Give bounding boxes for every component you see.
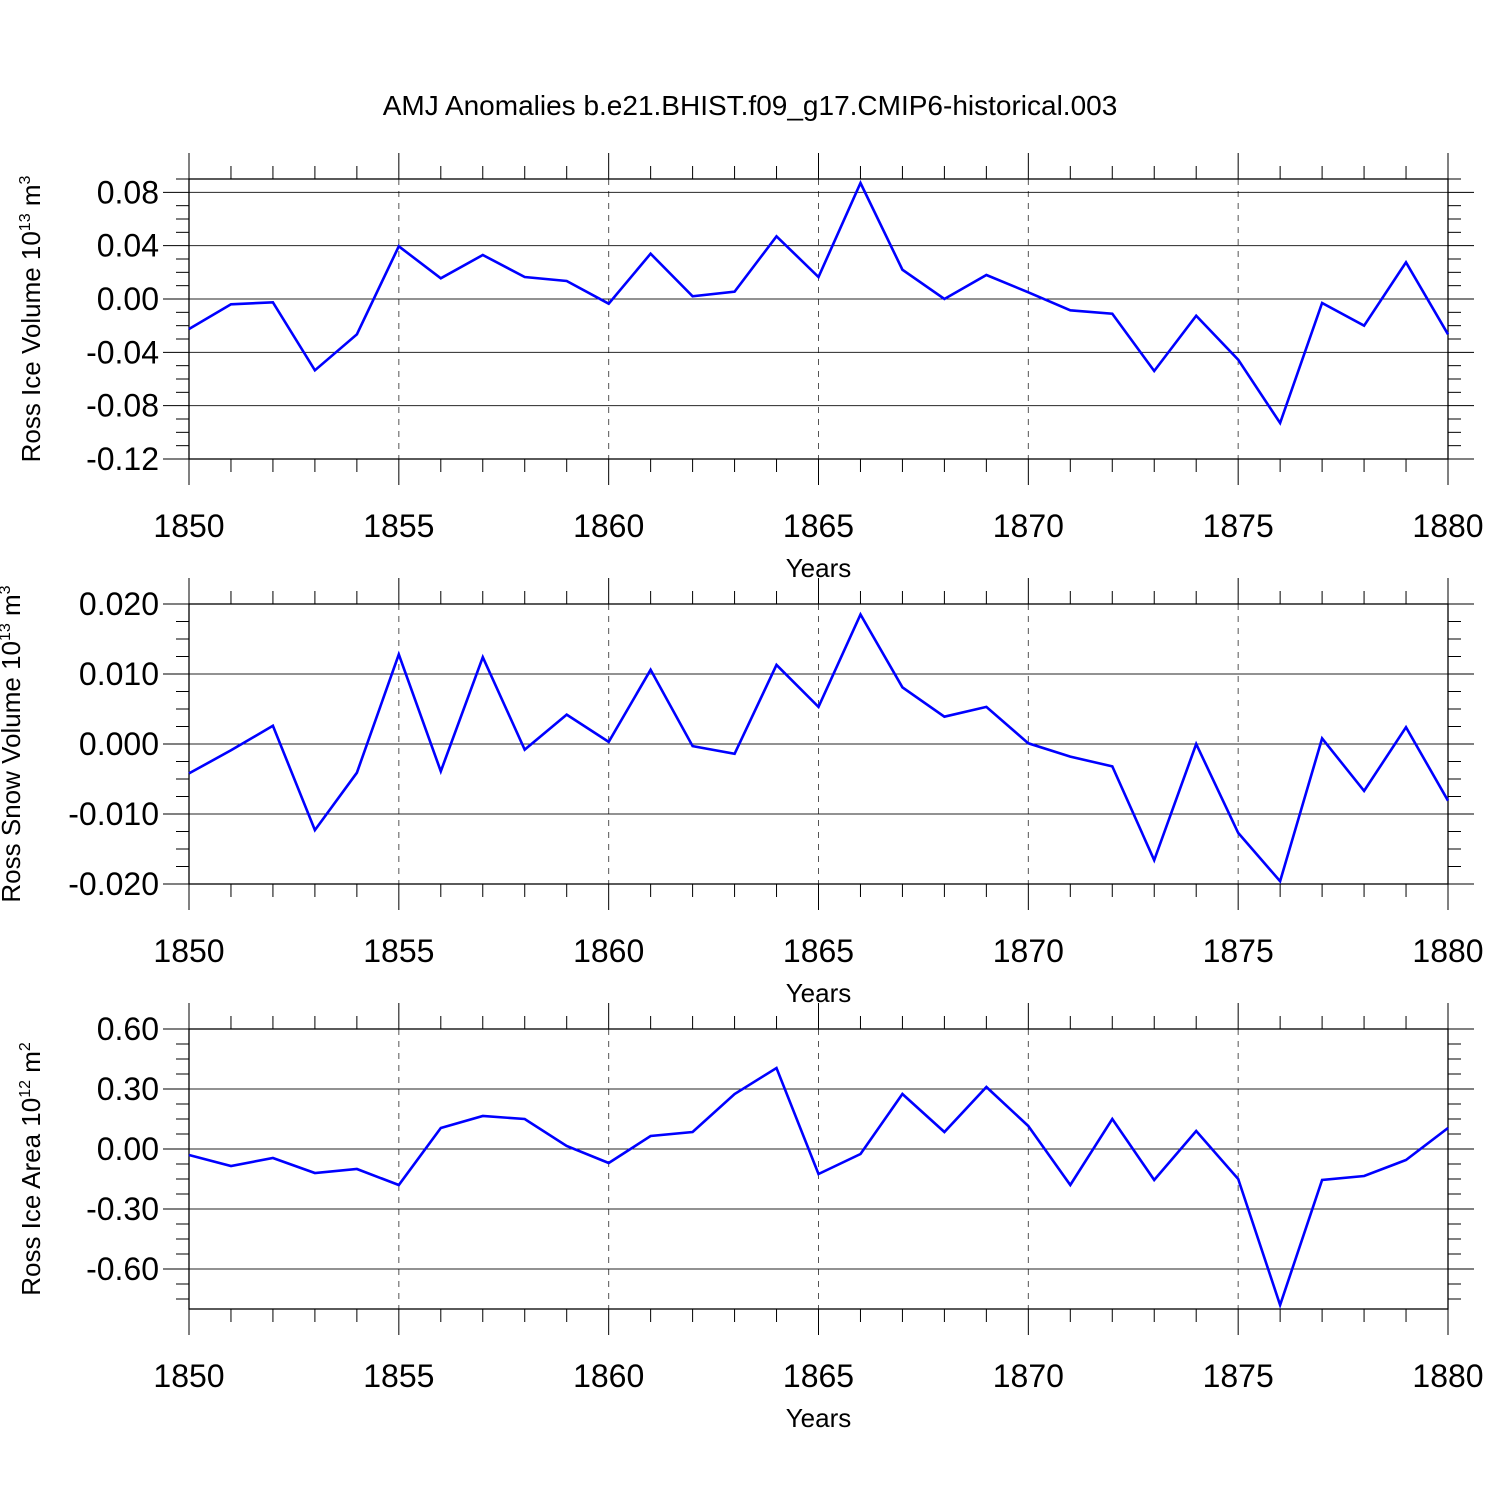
x-tick-label: 1860: [573, 933, 644, 969]
x-tick-label: 1850: [153, 508, 224, 544]
y-axis-label-unit-exponent: 3: [17, 175, 34, 184]
x-tick-label: 1860: [573, 1358, 644, 1394]
y-axis-label-text: Ross Ice Area 10: [16, 1098, 46, 1296]
y-tick-label: -0.04: [86, 334, 159, 370]
x-tick-label: 1865: [783, 1358, 854, 1394]
panel-ice_volume: 0.08 0.04 0.00 -0.04 -0.08 -0.12 1850 1855 1860 1…: [16, 153, 1484, 583]
y-tick-label: -0.30: [86, 1191, 159, 1227]
x-tick-label: 1870: [993, 1358, 1064, 1394]
y-tick-label: 0.04: [97, 228, 159, 264]
x-tick-label: 1880: [1412, 1358, 1483, 1394]
y-tick-label: -0.020: [68, 866, 159, 902]
x-tick-label: 1875: [1203, 508, 1274, 544]
series-line-ice_volume: [188, 179, 1450, 426]
y-axis-label-unit: m: [0, 594, 26, 623]
y-tick-label: 0.000: [79, 726, 159, 762]
x-tick-label: 1870: [993, 508, 1064, 544]
y-tick-label: -0.010: [68, 796, 159, 832]
y-axis-label-unit: m: [16, 1051, 46, 1080]
y-tick-label: -0.08: [86, 388, 159, 424]
y-axis-label-unit-exponent: 3: [0, 585, 14, 594]
x-tick-label: 1880: [1412, 933, 1483, 969]
y-tick-label: -0.12: [86, 441, 159, 477]
y-tick-label: 0.30: [97, 1071, 159, 1107]
x-tick-label: 1865: [783, 508, 854, 544]
y-axis-label-text: Ross Snow Volume 10: [0, 641, 26, 903]
x-tick-label: 1860: [573, 508, 644, 544]
y-tick-label: 0.08: [97, 174, 159, 210]
x-tick-label: 1880: [1412, 508, 1483, 544]
y-tick-label: 0.020: [79, 586, 159, 622]
x-tick-label: 1850: [153, 933, 224, 969]
y-axis-label: Ross Ice Volume 1013 m3: [16, 175, 46, 462]
x-tick-label: 1855: [363, 508, 434, 544]
panels: 0.08 0.04 0.00 -0.04 -0.08 -0.12 1850 1855 1860 1…: [0, 153, 1484, 1433]
y-axis-label-exponent: 13: [0, 623, 14, 641]
panel-snow_volume: 0.020 0.010 0.000 -0.010 -0.020 1850 1855 1860 1…: [0, 578, 1484, 1008]
y-tick-label: 0.60: [97, 1011, 159, 1047]
y-tick-label: 0.00: [97, 1131, 159, 1167]
y-axis-label: Ross Snow Volume 1013 m3: [0, 585, 26, 902]
x-tick-label: 1855: [363, 1358, 434, 1394]
series-line-ice_area: [188, 1066, 1449, 1310]
y-axis-label: Ross Ice Area 1012 m2: [16, 1042, 46, 1296]
y-axis-label-text: Ross Ice Volume 10: [16, 231, 46, 462]
y-axis-label-exponent: 13: [17, 213, 34, 231]
x-axis-label: Years: [786, 1403, 852, 1433]
y-axis-label-unit: m: [16, 184, 46, 213]
x-tick-label: 1855: [363, 933, 434, 969]
y-axis-label-exponent: 12: [17, 1080, 34, 1098]
x-tick-label: 1875: [1203, 933, 1274, 969]
y-tick-label: 0.00: [97, 281, 159, 317]
x-tick-label: 1875: [1203, 1358, 1274, 1394]
series-line-snow_volume: [188, 611, 1450, 884]
x-tick-label: 1865: [783, 933, 854, 969]
y-tick-label: 0.010: [79, 656, 159, 692]
panel-ice_area: 0.60 0.30 0.00 -0.30 -0.60 1850 1855 1860 1865 18…: [16, 1003, 1484, 1433]
y-tick-label: -0.60: [86, 1251, 159, 1287]
x-tick-label: 1870: [993, 933, 1064, 969]
y-axis-label-unit-exponent: 2: [17, 1042, 34, 1051]
x-tick-label: 1850: [153, 1358, 224, 1394]
figure-title: AMJ Anomalies b.e21.BHIST.f09_g17.CMIP6-…: [383, 90, 1118, 121]
